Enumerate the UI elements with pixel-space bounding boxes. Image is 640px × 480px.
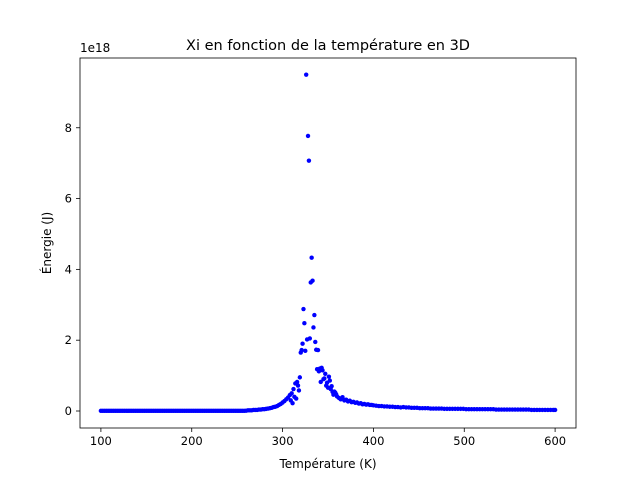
data-point (297, 375, 303, 380)
y-tick-label: 4 (65, 262, 72, 276)
data-point (320, 368, 325, 373)
data-point (310, 278, 315, 283)
data-point (294, 396, 299, 401)
data-point (300, 341, 305, 346)
data-point (303, 72, 309, 77)
y-tick-label: 8 (65, 121, 72, 135)
y-axis-offset-label: 1e18 (80, 41, 110, 55)
data-point (299, 347, 304, 353)
data-point (305, 133, 311, 139)
x-tick-label: 500 (453, 434, 475, 448)
plot-frame (79, 57, 577, 429)
x-axis-ticks: 100 200 300 400 500 600 (90, 428, 566, 448)
y-axis-ticks: 0 2 4 6 8 (65, 121, 80, 418)
data-point (294, 379, 300, 385)
x-tick-label: 100 (90, 434, 112, 448)
data-point (315, 347, 321, 353)
x-tick-label: 400 (362, 434, 384, 448)
x-axis-label: Température (K) (278, 457, 376, 471)
data-point (323, 371, 328, 377)
y-axis-label: Énergie (J) (39, 212, 54, 274)
data-point (289, 391, 294, 396)
data-point (326, 374, 332, 379)
data-point (307, 336, 313, 341)
x-tick-label: 300 (272, 434, 294, 448)
data-points (98, 72, 558, 414)
data-point (309, 255, 314, 260)
data-point (552, 407, 558, 413)
data-point (295, 383, 301, 388)
y-tick-label: 2 (65, 333, 72, 347)
x-tick-label: 200 (181, 434, 203, 448)
data-point (306, 158, 312, 163)
data-point (318, 379, 323, 385)
data-point (302, 320, 307, 326)
y-tick-label: 6 (65, 192, 72, 206)
data-point (322, 376, 327, 381)
data-point (327, 378, 333, 383)
data-point (290, 401, 295, 406)
data-point (303, 348, 308, 354)
data-point (291, 386, 296, 392)
data-point (313, 339, 318, 345)
data-point (340, 394, 345, 400)
data-point (312, 312, 317, 318)
x-tick-label: 600 (544, 434, 566, 448)
data-point (311, 325, 316, 330)
data-point (329, 384, 334, 389)
chart-title: Xi en fonction de la température en 3D (186, 38, 470, 54)
data-point (296, 388, 302, 393)
y-tick-label: 0 (65, 404, 72, 418)
data-point (301, 306, 306, 312)
